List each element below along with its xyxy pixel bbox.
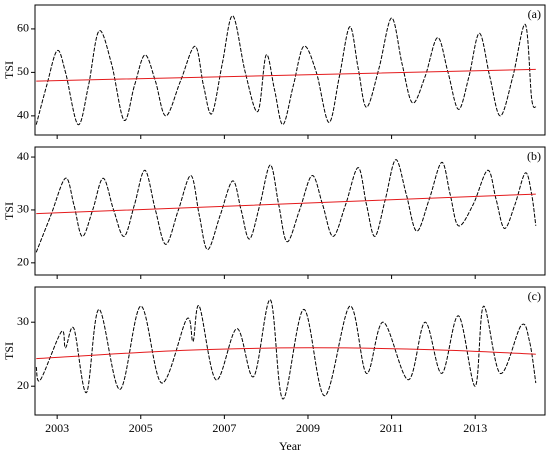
y-tick-label: 30 <box>17 314 29 328</box>
panel-label: (a) <box>528 7 541 21</box>
y-axis-label: TSI <box>2 202 16 220</box>
x-tick-label: 2003 <box>45 421 69 435</box>
y-tick-label: 30 <box>17 202 29 216</box>
plot-frame <box>34 146 546 276</box>
panel-label: (c) <box>528 289 541 303</box>
y-tick-label: 40 <box>17 149 29 163</box>
data-line <box>36 193 536 215</box>
y-tick-label: 20 <box>17 255 29 269</box>
y-tick-label: 20 <box>17 378 29 392</box>
y-tick-label: 50 <box>17 64 29 78</box>
y-tick-label: 40 <box>17 108 29 122</box>
y-tick-label: 60 <box>17 21 29 35</box>
data-line <box>35 299 537 400</box>
data-line <box>36 347 536 360</box>
x-tick-label: 2011 <box>380 421 404 435</box>
panel-label: (b) <box>527 149 541 163</box>
x-tick-label: 2009 <box>296 421 320 435</box>
y-axis-label: TSI <box>2 61 16 79</box>
x-tick-label: 2005 <box>129 421 153 435</box>
data-line <box>35 159 537 253</box>
y-axis-label: TSI <box>2 342 16 360</box>
x-tick-label: 2013 <box>463 421 487 435</box>
data-line <box>35 15 537 126</box>
data-line <box>36 68 536 82</box>
x-tick-label: 2007 <box>212 421 236 435</box>
plot-frame <box>34 286 546 416</box>
x-axis-label: Year <box>279 439 301 453</box>
plot-frame <box>34 4 546 136</box>
